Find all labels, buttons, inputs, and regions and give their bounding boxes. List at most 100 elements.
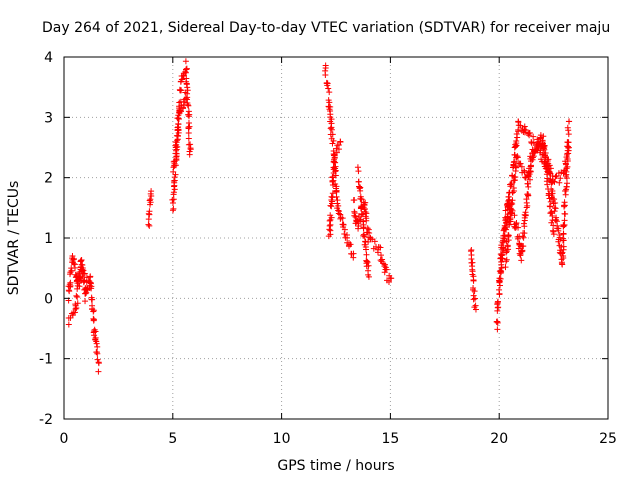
data-point (366, 230, 373, 237)
data-point (170, 191, 177, 198)
data-point (519, 248, 526, 255)
data-point (180, 104, 187, 111)
y-tick-label: 3 (44, 110, 53, 126)
data-point (358, 211, 365, 218)
x-tick-label: 25 (599, 431, 617, 447)
data-point (347, 241, 354, 248)
data-point (88, 296, 95, 303)
data-point (524, 202, 531, 209)
data-point (169, 199, 176, 206)
data-point (558, 250, 565, 257)
data-point (354, 164, 361, 171)
axis-ticks (63, 56, 609, 420)
data-point (333, 187, 340, 194)
data-point (520, 220, 527, 227)
data-point (177, 87, 184, 94)
data-point (175, 116, 182, 123)
data-point (145, 221, 152, 228)
data-point (322, 72, 329, 79)
data-point (186, 151, 193, 158)
data-point (183, 65, 190, 72)
data-point (69, 253, 76, 260)
data-point (518, 257, 525, 264)
data-point (331, 154, 338, 161)
data-point (174, 126, 181, 133)
data-point (95, 360, 102, 367)
data-point (556, 179, 563, 186)
data-point (183, 66, 190, 73)
data-point (171, 174, 178, 181)
data-point (328, 214, 335, 221)
data-point (521, 167, 528, 174)
data-point (332, 180, 339, 187)
data-point (332, 168, 339, 175)
data-point (173, 139, 180, 146)
data-point (174, 132, 181, 139)
data-point (518, 163, 525, 170)
data-point (94, 356, 101, 363)
data-point (351, 197, 358, 204)
data-point (362, 199, 369, 206)
data-point (147, 199, 154, 206)
data-point (560, 243, 567, 250)
data-point (92, 328, 99, 335)
data-point (171, 158, 178, 165)
data-point (549, 227, 556, 234)
data-point (86, 284, 93, 291)
data-point (507, 216, 514, 223)
data-point (326, 222, 333, 229)
x-axis-label: GPS time / hours (277, 458, 394, 474)
data-point (564, 180, 571, 187)
data-point (363, 251, 370, 258)
y-tick-label: -2 (39, 412, 53, 428)
data-point (178, 108, 185, 115)
data-point (327, 231, 334, 238)
y-tick-label: 1 (44, 231, 53, 247)
data-point (511, 212, 518, 219)
data-point (145, 216, 152, 223)
data-point (339, 215, 346, 222)
data-point (185, 135, 192, 142)
data-point (377, 257, 384, 264)
data-point (509, 197, 516, 204)
data-point (331, 156, 338, 163)
data-point (169, 196, 176, 203)
data-point (76, 274, 83, 281)
data-point (350, 250, 357, 257)
data-point (530, 133, 537, 140)
data-point (547, 165, 554, 172)
data-point (326, 217, 333, 224)
data-point (470, 276, 477, 283)
data-point (545, 156, 552, 163)
data-point (341, 230, 348, 237)
data-point (360, 232, 367, 239)
data-point (146, 208, 153, 215)
data-point (561, 217, 568, 224)
data-point (544, 181, 551, 188)
data-point (468, 255, 475, 262)
data-point (65, 321, 72, 328)
data-point (520, 234, 527, 241)
data-point (558, 259, 565, 266)
data-point (328, 203, 335, 210)
data-point (364, 259, 371, 266)
data-point (355, 220, 362, 227)
data-point (74, 300, 81, 307)
data-point (358, 196, 365, 203)
chart-title: Day 264 of 2021, Sidereal Day-to-day VTE… (42, 20, 610, 36)
y-tick-label: -1 (39, 352, 53, 368)
data-point (335, 202, 342, 209)
data-point (471, 288, 478, 295)
data-point (496, 290, 503, 297)
x-tick-label: 5 (168, 431, 177, 447)
data-point (518, 248, 525, 255)
data-point (326, 89, 333, 96)
data-point (71, 261, 78, 268)
data-point (503, 256, 510, 263)
data-point (365, 262, 372, 269)
data-point (562, 160, 569, 167)
y-axis-label: SDTVAR / TECUs (6, 181, 22, 296)
data-point (381, 261, 388, 268)
data-point (181, 101, 188, 108)
data-point (540, 145, 547, 152)
